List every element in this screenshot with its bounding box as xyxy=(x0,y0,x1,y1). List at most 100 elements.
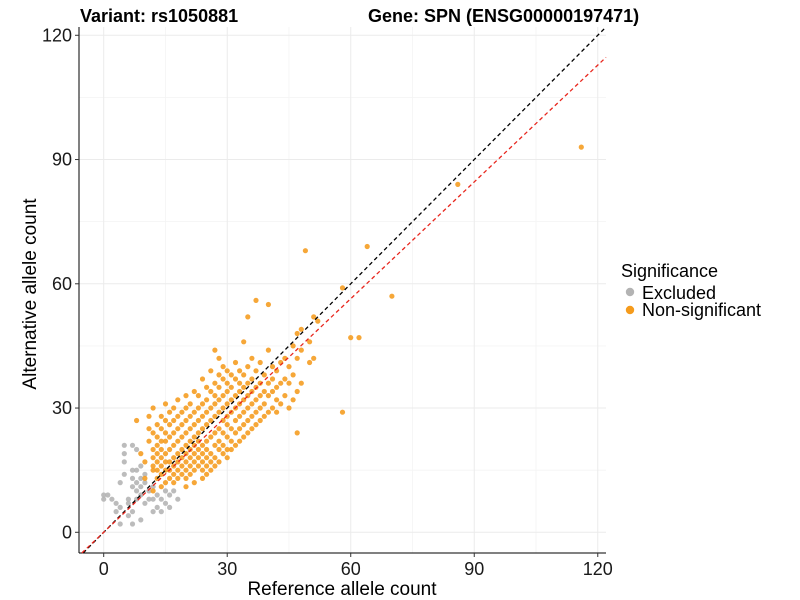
point-non-significant xyxy=(187,438,193,444)
point-non-significant xyxy=(241,339,247,345)
point-non-significant xyxy=(224,368,230,374)
point-non-significant xyxy=(191,467,197,473)
point-non-significant xyxy=(232,376,239,382)
point-non-significant xyxy=(298,326,304,332)
point-non-significant xyxy=(191,388,197,395)
point-non-significant xyxy=(228,397,234,403)
point-non-significant xyxy=(204,471,210,477)
point-excluded xyxy=(142,480,148,486)
x-tick-label: 90 xyxy=(464,559,484,579)
point-non-significant xyxy=(302,248,308,254)
point-non-significant xyxy=(154,467,160,473)
point-non-significant xyxy=(224,380,230,386)
point-non-significant xyxy=(220,442,226,448)
point-non-significant xyxy=(175,475,181,481)
point-non-significant xyxy=(232,430,239,436)
point-excluded xyxy=(146,488,152,494)
point-excluded xyxy=(146,496,152,502)
point-non-significant xyxy=(167,422,173,428)
point-non-significant xyxy=(241,422,247,428)
point-non-significant xyxy=(245,405,251,411)
point-non-significant xyxy=(199,459,206,465)
point-non-significant xyxy=(232,417,239,424)
point-non-significant xyxy=(253,397,259,403)
point-non-significant xyxy=(171,417,177,424)
point-non-significant xyxy=(257,417,263,424)
point-non-significant xyxy=(245,380,251,386)
grid xyxy=(79,27,606,553)
point-non-significant xyxy=(237,380,243,386)
point-non-significant xyxy=(220,405,226,411)
point-non-significant xyxy=(265,347,271,353)
fit-line xyxy=(81,56,607,554)
point-non-significant xyxy=(204,463,210,469)
point-non-significant xyxy=(199,376,206,382)
y-tick-label: 30 xyxy=(52,398,72,418)
point-non-significant xyxy=(154,422,160,428)
point-excluded xyxy=(150,496,156,502)
point-non-significant xyxy=(204,422,210,428)
point-non-significant xyxy=(220,393,226,399)
point-excluded xyxy=(171,488,177,494)
point-excluded xyxy=(105,492,111,498)
point-non-significant xyxy=(245,417,251,424)
point-non-significant xyxy=(208,388,214,395)
point-non-significant xyxy=(249,426,255,432)
point-non-significant xyxy=(216,372,222,378)
point-non-significant xyxy=(212,380,218,386)
legend-label-excluded: Excluded xyxy=(642,283,716,303)
point-non-significant xyxy=(146,413,152,419)
point-non-significant xyxy=(167,434,173,440)
point-non-significant xyxy=(224,434,230,440)
point-non-significant xyxy=(216,426,222,432)
point-non-significant xyxy=(183,393,189,399)
point-non-significant xyxy=(294,430,300,436)
point-non-significant xyxy=(154,459,160,465)
point-excluded xyxy=(154,492,160,498)
point-non-significant xyxy=(257,380,263,386)
point-non-significant xyxy=(175,467,181,473)
chart-title-left: Variant: rs1050881 xyxy=(80,6,238,26)
point-non-significant xyxy=(298,380,304,386)
point-excluded xyxy=(125,500,131,506)
point-excluded xyxy=(125,496,131,502)
point-non-significant xyxy=(249,355,255,361)
point-non-significant xyxy=(191,422,197,428)
point-non-significant xyxy=(162,451,169,457)
point-non-significant xyxy=(204,446,210,453)
point-non-significant xyxy=(216,409,222,415)
point-non-significant xyxy=(389,293,395,299)
point-non-significant xyxy=(158,455,164,461)
point-excluded xyxy=(150,484,156,490)
x-axis-ticks: 0 30 60 90 120 xyxy=(99,553,613,579)
point-non-significant xyxy=(237,388,243,395)
point-non-significant xyxy=(167,446,173,453)
point-non-significant xyxy=(154,434,160,440)
point-non-significant xyxy=(146,426,152,432)
point-non-significant xyxy=(195,463,201,469)
point-excluded xyxy=(134,467,140,473)
point-non-significant xyxy=(224,401,230,407)
point-non-significant xyxy=(237,438,243,444)
point-excluded xyxy=(121,471,127,477)
point-excluded xyxy=(167,504,173,510)
point-excluded xyxy=(101,492,107,498)
point-non-significant xyxy=(220,451,226,457)
point-non-significant xyxy=(261,413,267,419)
point-non-significant xyxy=(245,430,251,436)
point-non-significant xyxy=(224,422,230,428)
legend: Significance Excluded Non-significant xyxy=(621,261,761,320)
point-non-significant xyxy=(187,401,193,407)
point-non-significant xyxy=(175,451,181,457)
point-non-significant xyxy=(241,409,247,415)
point-non-significant xyxy=(220,430,226,436)
point-non-significant xyxy=(578,144,584,150)
point-non-significant xyxy=(339,409,346,415)
point-excluded xyxy=(129,521,136,527)
point-non-significant xyxy=(228,446,234,453)
point-non-significant xyxy=(274,384,280,390)
point-non-significant xyxy=(204,397,210,403)
point-excluded xyxy=(142,500,148,506)
point-non-significant xyxy=(150,467,156,473)
point-non-significant xyxy=(274,409,280,415)
